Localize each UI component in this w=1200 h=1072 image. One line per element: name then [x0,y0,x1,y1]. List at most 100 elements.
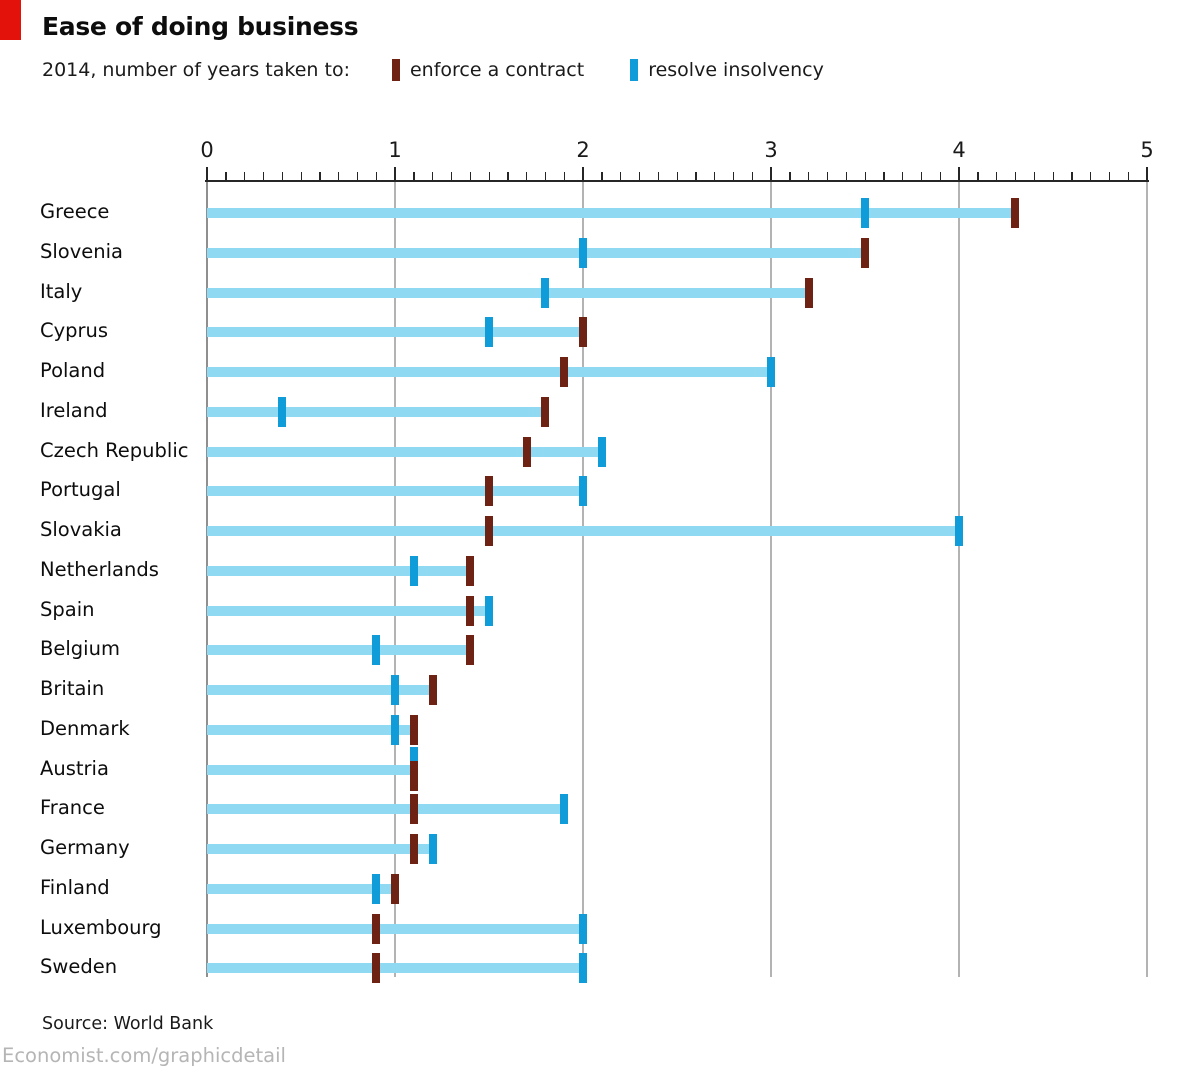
contract-marker [579,317,587,348]
country-label: France [40,796,105,820]
insolvency-marker [767,357,775,387]
country-label: Ireland [40,398,108,422]
x-axis-minor-tick [450,172,453,180]
x-axis-minor-tick [939,172,942,180]
range-bar [207,685,433,695]
contract-marker [466,555,475,586]
range-bar [207,486,583,497]
x-axis-minor-tick [657,172,660,180]
gridline-4 [958,180,960,977]
x-axis-minor-tick [695,172,697,180]
range-bar [207,923,583,934]
contract-marker [522,436,531,467]
country-label: Finland [40,875,110,899]
x-axis-minor-tick [845,172,848,180]
range-bar [207,844,433,854]
country-label: Spain [40,597,95,621]
insolvency-marker [409,555,418,586]
contract-marker [861,237,869,268]
range-bar [207,287,809,298]
x-axis-tick-label: 5 [1140,138,1154,162]
x-axis-major-tick [206,167,208,180]
range-bar [207,327,583,338]
contract-marker [409,834,418,864]
range-bar [207,963,583,974]
x-axis-minor-tick [601,172,603,180]
insolvency-marker [485,317,493,348]
x-axis-minor-tick [319,172,321,180]
x-axis-minor-tick [262,172,265,180]
insolvency-marker [861,198,869,228]
x-axis-minor-tick [300,172,302,180]
x-axis-minor-tick [977,172,979,180]
x-axis-minor-tick [920,172,923,180]
chart-subtitle: 2014, number of years taken to: [42,59,350,81]
x-axis-minor-tick [244,172,246,180]
contract-marker [560,357,569,387]
x-axis-major-tick [1146,167,1148,180]
contract-marker [466,635,475,666]
x-axis-major-tick [394,167,396,180]
insolvency-marker [278,396,287,427]
country-label: Slovenia [40,239,123,263]
range-bar [207,208,1016,218]
country-label: Poland [40,359,106,382]
country-label: Britain [40,677,105,700]
x-axis-minor-tick [281,172,284,180]
x-axis-minor-tick [507,172,509,180]
range-bar [207,406,546,417]
contract-marker [409,714,418,745]
insolvency-marker [579,237,587,268]
x-axis-minor-tick [488,172,490,180]
insolvency-marker [541,277,550,308]
x-axis-minor-tick [826,172,829,180]
country-label: Portugal [40,478,121,502]
legend-item-insolvency: resolve insolvency [630,59,824,81]
x-axis-minor-tick [996,172,998,180]
range-bar [207,645,471,656]
x-axis-minor-tick [789,172,791,180]
x-axis-tick-label: 3 [764,138,778,162]
x-axis-minor-tick [338,172,340,180]
range-bar [207,367,771,377]
country-label: Austria [40,756,109,780]
x-axis-minor-tick [620,172,622,180]
x-axis-minor-tick [563,172,566,180]
contract-marker [1011,198,1020,228]
legend-item-contract: enforce a contract [391,59,585,81]
insolvency-marker [391,675,399,705]
insolvency-marker [955,516,963,546]
range-bar [207,565,471,576]
legend-label-insolvency: resolve insolvency [648,59,824,81]
contract-marker [409,760,418,791]
country-label: Italy [40,279,83,303]
x-axis-minor-tick [544,172,547,180]
x-axis-minor-tick [1014,172,1017,180]
country-label: Germany [40,836,130,859]
x-axis-tick-label: 1 [388,138,402,162]
insolvency-marker [372,873,381,904]
x-axis-minor-tick [526,172,528,180]
insolvency-swatch-icon [630,59,639,81]
x-axis-tick-label: 4 [952,138,966,162]
insolvency-marker [485,595,493,626]
insolvency-marker [597,436,606,467]
range-bar [207,446,602,457]
contract-marker [372,953,381,984]
x-axis-minor-tick [1052,172,1054,180]
contract-marker [466,595,475,626]
x-axis-minor-tick [413,172,415,180]
range-bar [207,883,395,894]
legend-label-contract: enforce a contract [409,59,585,81]
country-label: Luxembourg [40,915,162,939]
contract-marker [485,476,493,507]
x-axis-minor-tick [432,172,434,180]
x-axis-major-tick [582,167,584,180]
x-axis-minor-tick [883,172,885,180]
insolvency-marker [560,794,569,825]
insolvency-marker [391,714,399,745]
gridline-5 [1146,180,1148,977]
country-label: Denmark [40,716,130,740]
x-axis-minor-tick [902,172,904,180]
page-title: Ease of doing business [42,12,359,41]
